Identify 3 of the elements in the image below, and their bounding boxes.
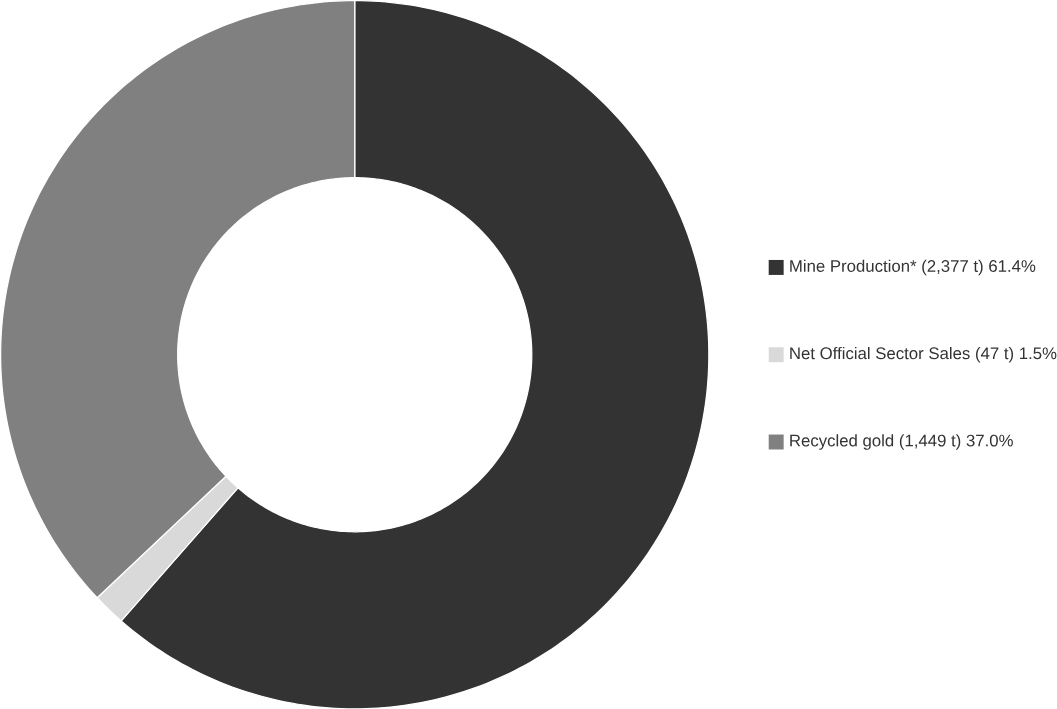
legend-label: Net Official Sector Sales (47 t) 1.5% [790,346,1057,363]
legend-label: Mine Production* (2,377 t) 61.4% [790,259,1036,276]
legend-label: Recycled gold (1,449 t) 37.0% [790,433,1013,450]
